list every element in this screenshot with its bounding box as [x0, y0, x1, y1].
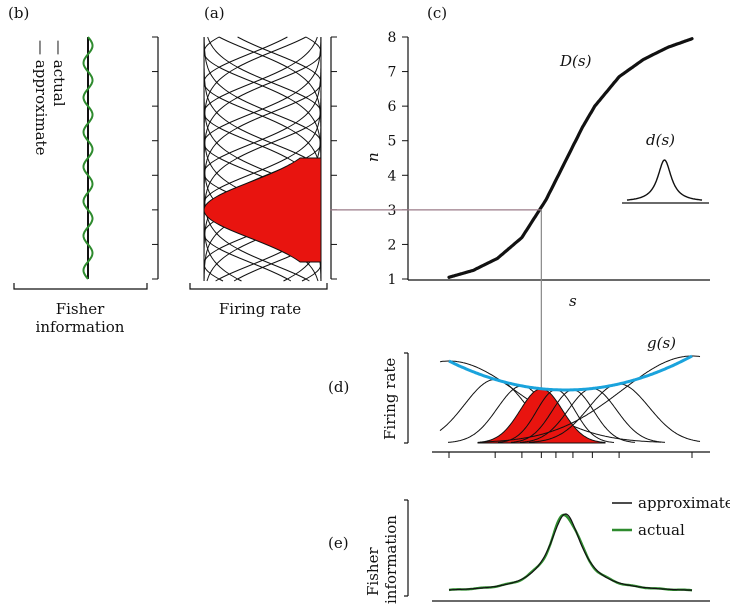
- panel-d-ylabel: Firing rate: [381, 358, 399, 440]
- panel-b-marks: [13, 36, 159, 290]
- panel-a: Firing rate: [189, 36, 337, 318]
- panel-d-envelope-label: g(s): [647, 334, 676, 352]
- panel-c-inset-label: d(s): [646, 131, 675, 149]
- panel-c: n 1 2 3 4 5 6 7 8 s D(s) d(s): [330, 30, 710, 392]
- panel-a-tuning-curve: [203, 36, 307, 281]
- panel-a-tag: (a): [204, 4, 225, 22]
- panel-b-xlabel-line1: Fisher: [56, 300, 105, 318]
- panel-b-bottom-axis: [13, 283, 148, 290]
- panel-c-ytick-label: 4: [388, 168, 397, 184]
- panel-e-ylabel-line1: Fisher: [364, 547, 382, 596]
- panel-d-tuning-curve: [480, 355, 701, 443]
- panel-c-ytick-label: 6: [388, 99, 397, 115]
- panel-b-series-actual: [82, 36, 94, 280]
- panel-c-curve-D: [447, 37, 694, 279]
- panel-b: — approximate — actual Fisher informatio…: [13, 36, 159, 336]
- panel-c-inset-curve-d: [626, 159, 703, 201]
- panel-e-legend-approximate: approximate: [638, 494, 730, 512]
- panel-c-ytick-label: 7: [388, 65, 397, 81]
- panel-c-ytick-label: 5: [388, 134, 397, 150]
- panel-b-xlabel-line2: information: [36, 318, 125, 336]
- panel-b-legend-actual: — actual: [50, 40, 68, 107]
- panel-d: Firing rate g(s): [381, 334, 710, 458]
- panel-c-ylabel: n: [364, 152, 382, 162]
- panel-c-ytick-label: 2: [388, 237, 397, 253]
- panel-c-tag: (c): [427, 4, 447, 22]
- panel-a-marks: [189, 36, 337, 290]
- panel-d-tag: (d): [328, 378, 349, 396]
- panel-c-ytick-label: 8: [388, 30, 397, 46]
- panel-e-ylabel-line2: information: [382, 515, 400, 604]
- panel-d-marks: [404, 352, 710, 458]
- panel-c-marks: 1 2 3 4 5 6 7 8: [330, 30, 710, 392]
- panel-b-legend-approximate: — approximate: [32, 40, 50, 156]
- panel-e-series-approximate: [449, 513, 692, 591]
- panel-c-ytick-label: 1: [388, 272, 397, 288]
- panel-e-marks: [404, 499, 710, 602]
- panel-e: Fisher information approximate actual: [364, 494, 730, 604]
- panel-a-bottom-axis: [189, 283, 328, 290]
- panel-d-envelope-g: [448, 354, 693, 392]
- panel-c-ytick-label: 3: [388, 203, 397, 219]
- panel-c-xlabel: s: [569, 292, 577, 310]
- panel-a-xlabel: Firing rate: [219, 300, 301, 318]
- panel-e-legend-actual: actual: [638, 521, 685, 539]
- panel-c-curve-label: D(s): [559, 52, 592, 70]
- panel-a-highlighted-neuron: [203, 157, 322, 263]
- panel-e-tag: (e): [328, 534, 349, 552]
- panel-b-tag: (b): [8, 4, 29, 22]
